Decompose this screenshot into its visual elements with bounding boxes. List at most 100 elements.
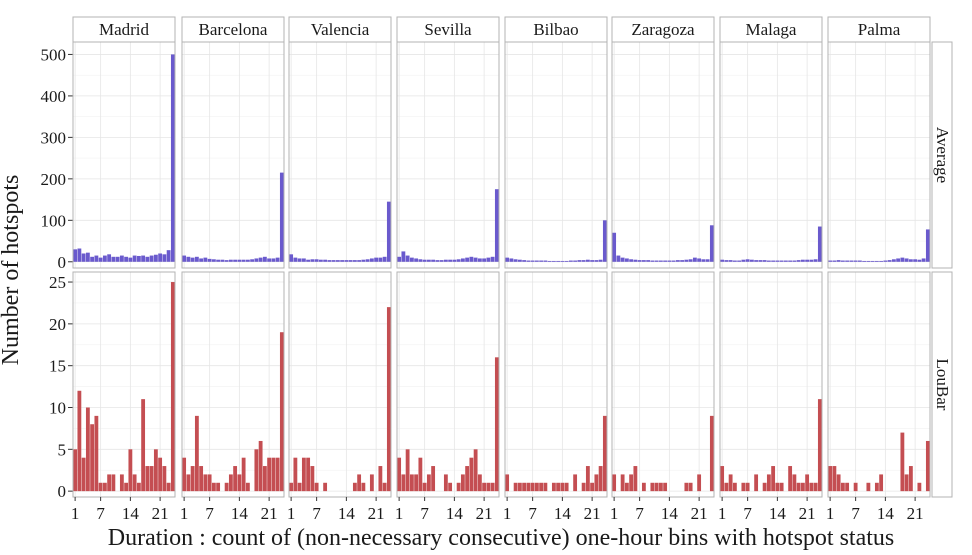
bar-loubar-barcelona-11 <box>224 482 229 492</box>
bar-loubar-sevilla-5 <box>414 474 419 492</box>
bar-average-madrid-11 <box>115 256 120 262</box>
bar-average-malaga-16 <box>783 260 788 262</box>
panel-border <box>181 271 285 498</box>
bar-loubar-malaga-20 <box>800 482 805 492</box>
bar-average-valencia-3 <box>297 258 302 262</box>
panel-border <box>396 271 500 498</box>
bar-loubar-valencia-5 <box>306 457 311 492</box>
panel-bg <box>612 42 714 268</box>
bar-loubar-palma-22 <box>917 482 922 492</box>
y-axis-title: Number of hotspots <box>0 175 24 366</box>
bar-loubar-zaragoza-13 <box>663 482 668 492</box>
bar-loubar-zaragoza-1 <box>612 474 617 492</box>
bar-loubar-madrid-14 <box>128 449 133 492</box>
bar-loubar-barcelona-18 <box>254 449 259 492</box>
x-tick-label-palma-14: 14 <box>877 504 895 523</box>
x-tick-label-palma-7: 7 <box>851 504 860 523</box>
bar-loubar-bilbao-10 <box>543 482 548 492</box>
bar-loubar-madrid-13 <box>124 482 129 492</box>
bar-loubar-bilbao-20 <box>585 466 590 492</box>
bar-average-sevilla-24 <box>494 189 499 262</box>
x-tick-label-palma-21: 21 <box>907 504 924 523</box>
bar-average-madrid-24 <box>170 54 175 262</box>
bar-average-zaragoza-7 <box>637 260 642 262</box>
bar-loubar-sevilla-13 <box>448 482 453 492</box>
bar-loubar-zaragoza-18 <box>684 482 689 492</box>
bar-average-palma-11 <box>870 260 875 262</box>
bar-average-barcelona-5 <box>199 258 204 262</box>
bar-average-zaragoza-12 <box>658 260 663 262</box>
bar-average-zaragoza-15 <box>671 260 676 262</box>
bar-average-sevilla-10 <box>435 260 440 262</box>
bar-loubar-bilbao-14 <box>560 482 565 492</box>
panel-bg <box>828 42 930 268</box>
bar-average-madrid-20 <box>153 254 158 262</box>
bar-average-sevilla-15 <box>456 259 461 262</box>
bar-average-palma-7 <box>853 260 858 262</box>
bar-loubar-malaga-24 <box>817 399 822 492</box>
bar-average-barcelona-7 <box>207 258 212 262</box>
bar-average-malaga-7 <box>745 259 750 262</box>
bar-average-palma-24 <box>925 229 930 262</box>
bar-average-malaga-14 <box>775 260 780 262</box>
bar-average-valencia-19 <box>365 259 370 262</box>
x-axis-title: Duration : count of (non-necessary conse… <box>108 525 895 551</box>
y-tick-label-average-200: 200 <box>41 170 67 189</box>
bar-loubar-palma-1 <box>828 466 833 492</box>
bar-average-madrid-8 <box>102 255 107 262</box>
bar-loubar-palma-2 <box>832 466 837 492</box>
bar-average-sevilla-1 <box>397 256 402 262</box>
bar-loubar-palma-7 <box>853 482 858 492</box>
x-tick-label-madrid-1: 1 <box>71 504 80 523</box>
bar-average-sevilla-8 <box>426 259 431 262</box>
bar-average-palma-6 <box>849 260 854 262</box>
bar-loubar-madrid-8 <box>102 482 107 492</box>
bar-average-bilbao-12 <box>551 260 556 262</box>
bar-loubar-malaga-11 <box>762 482 767 492</box>
y-tick-label-average-100: 100 <box>41 211 67 230</box>
row-strip-loubar <box>931 271 953 498</box>
bar-loubar-barcelona-20 <box>262 466 267 492</box>
bar-loubar-sevilla-21 <box>482 482 487 492</box>
bar-loubar-zaragoza-12 <box>658 482 663 492</box>
bar-average-sevilla-12 <box>443 259 448 262</box>
bar-loubar-palma-12 <box>874 482 879 492</box>
panel-bg <box>720 42 822 268</box>
bar-loubar-madrid-23 <box>166 482 171 492</box>
bar-loubar-sevilla-4 <box>409 474 414 492</box>
bar-average-sevilla-9 <box>431 259 436 262</box>
strip-label-bilbao: Bilbao <box>533 20 578 39</box>
bar-average-sevilla-22 <box>486 257 491 262</box>
panel-average-bilbao <box>504 41 608 269</box>
y-tick-label-loubar-25: 25 <box>49 273 66 292</box>
bar-loubar-barcelona-6 <box>203 474 208 492</box>
bar-loubar-madrid-15 <box>132 474 137 492</box>
bar-loubar-malaga-9 <box>754 474 759 492</box>
bar-average-madrid-14 <box>128 257 133 262</box>
bar-average-malaga-4 <box>732 260 737 262</box>
panel-loubar-bilbao <box>504 271 608 498</box>
bar-loubar-zaragoza-6 <box>633 466 638 492</box>
bar-loubar-sevilla-24 <box>494 357 499 492</box>
bar-average-zaragoza-10 <box>650 260 655 262</box>
bar-loubar-malaga-7 <box>745 482 750 492</box>
bar-average-barcelona-20 <box>262 256 267 262</box>
x-tick-label-sevilla-21: 21 <box>476 504 493 523</box>
panel-border <box>288 41 392 269</box>
bar-loubar-valencia-3 <box>297 482 302 492</box>
bar-loubar-valencia-16 <box>352 482 357 492</box>
bar-average-bilbao-14 <box>560 260 565 262</box>
panel-border <box>72 271 176 498</box>
bar-average-barcelona-24 <box>279 172 284 262</box>
bar-loubar-valencia-9 <box>323 482 328 492</box>
bar-average-sevilla-2 <box>401 251 406 262</box>
panel-loubar-valencia <box>288 271 392 498</box>
bar-average-malaga-8 <box>749 259 754 262</box>
bar-loubar-barcelona-22 <box>271 457 276 492</box>
x-tick-label-sevilla-7: 7 <box>420 504 429 523</box>
bar-loubar-zaragoza-5 <box>629 474 634 492</box>
bar-loubar-malaga-3 <box>728 474 733 492</box>
bar-loubar-bilbao-15 <box>564 482 569 492</box>
panel-average-barcelona <box>181 41 285 269</box>
bar-loubar-bilbao-19 <box>581 482 586 492</box>
